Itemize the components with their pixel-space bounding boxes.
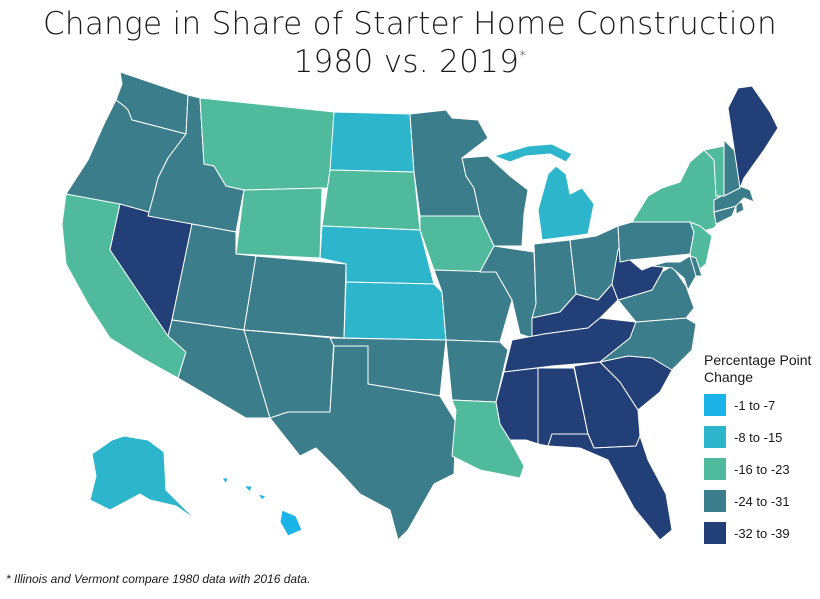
- state-mt: [199, 97, 335, 191]
- legend-item: -16 to -23: [704, 458, 819, 480]
- map-title-years: 1980 vs. 2019: [293, 44, 520, 80]
- state-hi: [221, 477, 303, 537]
- state-ia: [419, 215, 495, 273]
- footnote: * Illinois and Vermont compare 1980 data…: [6, 572, 311, 586]
- legend-label: -1 to -7: [734, 397, 776, 413]
- legend-label: -16 to -23: [734, 461, 790, 477]
- map-title-line2: 1980 vs. 2019*: [0, 44, 820, 80]
- legend-item: -8 to -15: [704, 426, 819, 448]
- legend-swatch: [704, 426, 726, 448]
- legend-item: -1 to -7: [704, 394, 819, 416]
- state-wy: [235, 187, 323, 259]
- title-asterisk: *: [519, 48, 527, 65]
- state-md: [651, 255, 697, 291]
- state-ak: [89, 435, 197, 521]
- state-vt: [703, 145, 725, 197]
- legend-swatch: [704, 394, 726, 416]
- state-me: [727, 85, 779, 189]
- state-sd: [321, 169, 421, 231]
- legend-label: -8 to -15: [734, 429, 783, 445]
- state-mo: [433, 269, 513, 343]
- state-co: [243, 255, 347, 339]
- legend-swatch: [704, 458, 726, 480]
- legend-label: -32 to -39: [734, 525, 790, 541]
- state-nc: [599, 317, 697, 371]
- map-title-line1: Change in Share of Starter Home Construc…: [42, 6, 777, 42]
- state-fl: [547, 433, 673, 541]
- state-tx: [269, 345, 457, 541]
- state-pa: [617, 221, 695, 263]
- legend-swatch: [704, 490, 726, 512]
- state-wi: [461, 155, 529, 247]
- legend-item: -24 to -31: [704, 490, 819, 512]
- legend-title: Percentage Point Change: [704, 352, 812, 385]
- state-ar: [445, 339, 509, 403]
- state-mi: [493, 143, 595, 241]
- legend-label: -24 to -31: [734, 493, 790, 509]
- state-ks: [343, 281, 447, 341]
- legend-item: -32 to -39: [704, 522, 819, 544]
- legend-swatch: [704, 522, 726, 544]
- legend: Percentage Point Change -1 to -7 -8 to -…: [704, 352, 819, 554]
- state-ma: [713, 185, 755, 213]
- state-ny: [631, 149, 723, 233]
- state-nd: [329, 111, 415, 173]
- state-la: [451, 399, 525, 479]
